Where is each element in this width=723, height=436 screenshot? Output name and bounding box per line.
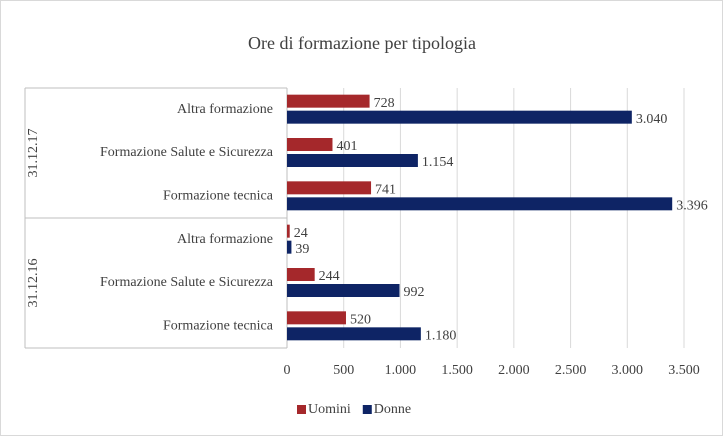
category-label: Altra formazione [177,102,273,117]
legend-swatch [362,405,372,414]
category-label: Formazione Salute e Sicurezza [100,145,274,160]
legend-swatch [297,405,306,414]
group-label: 31.12.16 [26,259,41,308]
bar [287,181,372,195]
data-label: 244 [319,269,340,284]
data-label: 3.396 [676,199,708,214]
category-label: Formazione tecnica [163,319,274,334]
chart-title: Ore di formazione per tipologia [248,33,476,53]
bar [287,197,673,211]
x-tick-label: 500 [333,363,354,378]
bar [287,154,418,167]
data-label: 1.180 [425,329,457,344]
bar [287,138,333,151]
data-label: 24 [294,226,308,241]
bar [287,224,290,238]
data-label: 1.154 [422,155,454,170]
x-tick-label: 0 [284,363,291,378]
data-label: 728 [374,96,395,111]
bar [287,311,346,325]
bar [287,240,292,254]
legend-label: Donne [374,402,411,417]
x-tick-label: 2.000 [498,363,530,378]
x-tick-label: 1.000 [385,363,417,378]
bar [287,327,421,341]
data-label: 992 [404,285,425,300]
data-label: 3.040 [636,112,668,127]
x-tick-label: 1.500 [441,363,473,378]
x-tick-label: 2.500 [555,363,587,378]
data-label: 39 [295,242,309,257]
category-label: Formazione Salute e Sicurezza [100,275,274,290]
data-label: 520 [350,313,371,328]
legend-label: Uomini [308,402,351,417]
x-tick-label: 3.000 [612,363,644,378]
x-tick-label: 3.500 [668,363,700,378]
bar [287,110,632,124]
bar [287,268,315,281]
category-label: Formazione tecnica [163,189,274,204]
bar [287,94,370,108]
data-label: 401 [336,139,357,154]
group-label: 31.12.17 [26,129,41,178]
bar [287,284,400,297]
category-label: Altra formazione [177,232,273,247]
data-label: 741 [375,183,396,198]
